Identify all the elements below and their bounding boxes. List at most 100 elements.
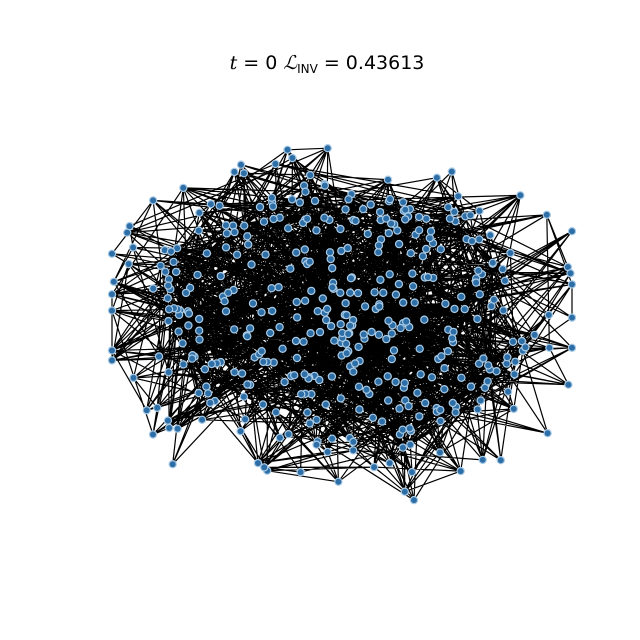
graph-node — [566, 269, 575, 278]
graph-node — [259, 357, 268, 367]
graph-node — [483, 377, 492, 386]
graph-node — [247, 260, 256, 269]
graph-node — [447, 167, 456, 176]
graph-node — [383, 372, 392, 381]
graph-node — [287, 195, 297, 204]
graph-node — [385, 458, 394, 468]
graph-node — [179, 360, 188, 369]
graph-node — [206, 199, 216, 209]
graph-node — [292, 297, 301, 307]
graph-node — [194, 388, 203, 398]
graph-node — [154, 352, 164, 361]
graph-node — [169, 257, 178, 267]
graph-node — [194, 314, 204, 324]
graph-node — [398, 198, 408, 207]
graph-node — [382, 334, 391, 344]
graph-node — [326, 254, 335, 264]
graph-node — [404, 401, 413, 411]
graph-node — [450, 207, 459, 217]
graph-node — [239, 392, 248, 401]
graph-node — [396, 323, 405, 333]
graph-node — [148, 196, 158, 205]
graph-node — [267, 193, 277, 202]
graph-node — [268, 202, 278, 211]
graph-node — [344, 329, 353, 339]
graph-node — [278, 344, 287, 353]
graph-node — [344, 195, 353, 204]
graph-node — [336, 394, 345, 403]
graph-node — [257, 308, 266, 317]
graph-node — [310, 196, 320, 206]
graph-node — [166, 247, 176, 256]
graph-node — [152, 403, 162, 412]
graph-node — [398, 425, 407, 434]
graph-node — [475, 290, 484, 299]
graph-node — [408, 282, 418, 291]
graph-node — [448, 334, 457, 343]
graph-node — [286, 264, 295, 273]
graph-node — [163, 281, 173, 290]
graph-node — [436, 416, 445, 426]
graph-node — [435, 448, 445, 457]
graph-node — [168, 460, 177, 469]
graph-node — [283, 145, 292, 154]
graph-node — [405, 424, 414, 433]
graph-node — [222, 229, 231, 238]
graph-node — [414, 212, 424, 222]
graph-node — [432, 173, 442, 182]
graph-node — [296, 467, 305, 477]
graph-node — [107, 249, 117, 258]
graph-node — [360, 302, 370, 311]
graph-node — [179, 183, 188, 193]
graph-node — [325, 248, 335, 257]
graph-node — [243, 232, 252, 241]
graph-node — [448, 398, 457, 408]
graph-node — [475, 206, 484, 216]
graph-node — [368, 413, 378, 422]
graph-node — [195, 335, 204, 344]
graph-node — [484, 361, 493, 370]
graph-node — [230, 227, 239, 237]
graph-node — [346, 274, 356, 283]
graph-node — [436, 405, 445, 415]
graph-node — [478, 455, 487, 465]
graph-node — [486, 230, 495, 240]
graph-node — [107, 356, 117, 365]
graph-node — [322, 315, 331, 325]
graph-node — [567, 343, 577, 352]
graph-node — [260, 463, 269, 472]
graph-node — [164, 316, 173, 326]
graph-node — [474, 359, 484, 368]
graph-node — [315, 375, 324, 385]
graph-node — [164, 423, 174, 433]
graph-node — [510, 370, 519, 379]
graph-node — [174, 327, 183, 336]
graph-node — [406, 440, 415, 449]
graph-node — [336, 288, 345, 297]
graph-node — [342, 349, 351, 358]
graph-node — [206, 398, 215, 408]
graph-node — [107, 346, 117, 355]
graph-node — [542, 210, 552, 219]
loss-symbol: ℒ — [283, 52, 298, 74]
graph-node — [516, 191, 525, 200]
graph-node — [328, 263, 337, 273]
graph-node — [379, 288, 388, 297]
graph-node — [437, 352, 446, 361]
graph-node — [409, 495, 419, 505]
graph-node — [266, 328, 275, 338]
graph-node — [221, 307, 231, 316]
graph-node — [230, 368, 239, 377]
graph-node — [299, 337, 308, 346]
graph-node — [410, 298, 419, 307]
graph-node — [284, 224, 293, 233]
graph-node — [349, 446, 358, 455]
graph-node — [220, 297, 229, 306]
graph-node — [323, 143, 332, 153]
graph-node — [355, 405, 364, 414]
graph-node — [336, 224, 345, 234]
graph-node — [193, 270, 202, 280]
graph-node — [489, 295, 499, 304]
graph-node — [323, 447, 332, 457]
graph-node — [202, 382, 211, 391]
